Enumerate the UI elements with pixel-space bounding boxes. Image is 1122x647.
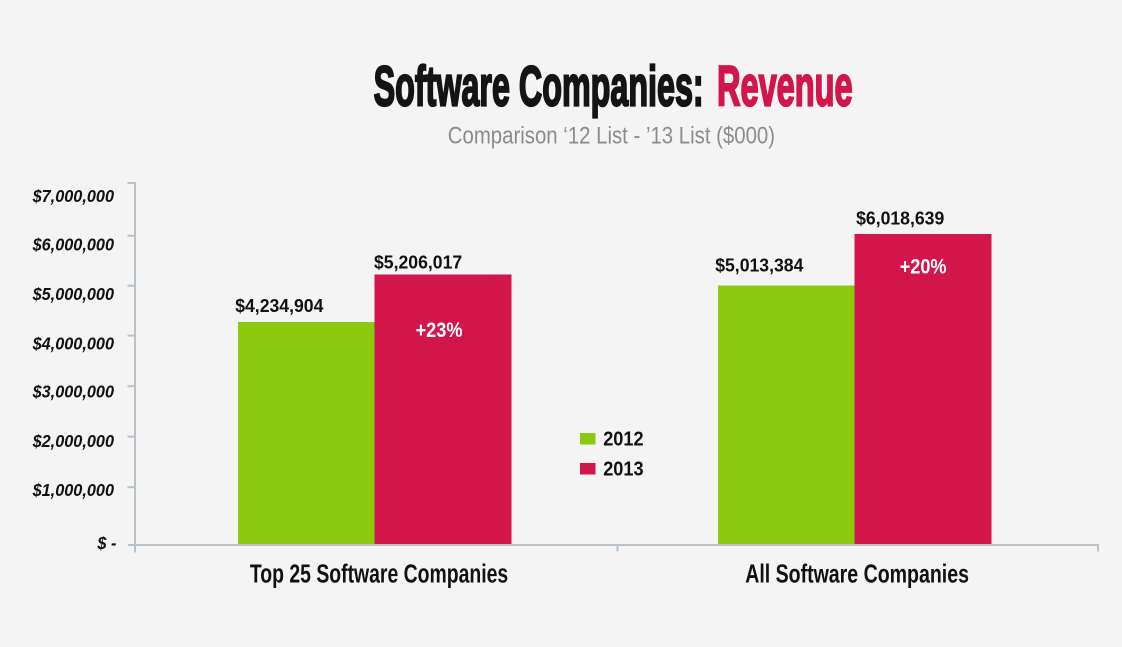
svg-text:$2,000,000: $2,000,000 bbox=[32, 431, 115, 451]
svg-text:$4,234,904: $4,234,904 bbox=[235, 296, 324, 317]
svg-text:Software Companies:: Software Companies: bbox=[374, 54, 704, 118]
svg-text:2013: 2013 bbox=[603, 457, 644, 480]
svg-text:$5,000,000: $5,000,000 bbox=[32, 284, 115, 304]
svg-text:2012: 2012 bbox=[603, 427, 644, 450]
svg-text:+23%: +23% bbox=[416, 319, 463, 343]
svg-text:$4,000,000: $4,000,000 bbox=[32, 334, 115, 354]
svg-text:Comparison ‘12 List - ’13 List: Comparison ‘12 List - ’13 List ($000) bbox=[448, 122, 775, 149]
svg-text:Top 25 Software Companies: Top 25 Software Companies bbox=[250, 559, 508, 588]
svg-text:$ -: $ - bbox=[96, 534, 116, 554]
svg-text:$3,000,000: $3,000,000 bbox=[32, 382, 115, 402]
svg-text:$5,013,384: $5,013,384 bbox=[715, 255, 804, 276]
svg-text:$7,000,000: $7,000,000 bbox=[32, 186, 115, 206]
svg-text:Revenue: Revenue bbox=[717, 54, 853, 118]
svg-text:$5,206,017: $5,206,017 bbox=[374, 252, 462, 273]
svg-text:$6,018,639: $6,018,639 bbox=[856, 208, 944, 229]
svg-text:+20%: +20% bbox=[900, 255, 947, 279]
svg-text:All Software Companies: All Software Companies bbox=[745, 559, 969, 588]
svg-text:$1,000,000: $1,000,000 bbox=[32, 481, 115, 501]
svg-text:$6,000,000: $6,000,000 bbox=[32, 235, 115, 255]
